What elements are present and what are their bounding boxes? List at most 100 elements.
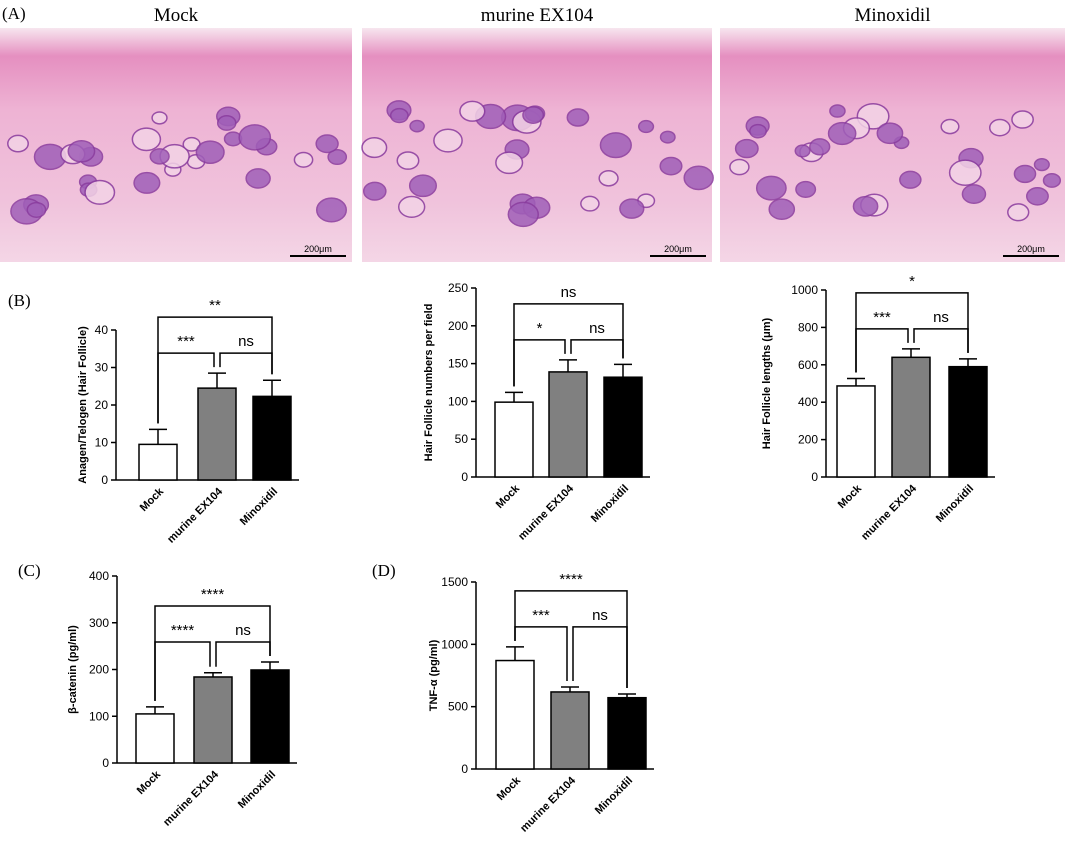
y-tick-label: 10 <box>95 436 109 450</box>
y-axis-label: Hair Follicle numbers per field <box>423 304 435 462</box>
follicle <box>899 170 922 189</box>
significance-label: *** <box>532 607 550 624</box>
x-tick-label: Minoxidil <box>934 483 976 525</box>
y-tick-label: 250 <box>448 281 468 295</box>
y-tick-label: 50 <box>455 432 469 446</box>
follicle <box>26 201 47 218</box>
panel-label: (A) <box>2 4 26 23</box>
follicle <box>361 137 388 159</box>
follicle <box>659 130 676 144</box>
follicle <box>659 156 683 176</box>
follicle <box>507 201 540 228</box>
scale-bar-label: 200μm <box>304 244 332 254</box>
follicle <box>149 148 170 165</box>
significance-bracket <box>572 626 628 688</box>
follicle <box>829 104 846 118</box>
x-tick-label: Minoxidil <box>593 775 635 817</box>
y-tick-label: 30 <box>95 361 109 375</box>
x-tick-label: murine EX104 <box>518 774 579 835</box>
significance-label: ns <box>592 607 608 624</box>
bar <box>138 443 178 481</box>
follicle <box>151 111 168 125</box>
follicle <box>768 198 796 221</box>
scale-bar-label: 200μm <box>664 244 692 254</box>
follicle <box>619 198 645 219</box>
follicle <box>315 134 339 154</box>
follicle <box>362 181 387 201</box>
bar <box>603 376 643 478</box>
y-axis-label: TNF-α (pg/ml) <box>428 639 440 711</box>
bar <box>550 691 590 770</box>
follicle <box>408 174 437 198</box>
bar <box>193 676 233 764</box>
follicle <box>566 108 590 127</box>
y-tick-label: 600 <box>798 358 818 372</box>
significance-bracket <box>855 292 969 373</box>
significance-label: ns <box>933 309 949 326</box>
follicle <box>396 151 420 170</box>
significance-bracket <box>215 641 271 667</box>
follicle <box>495 151 524 175</box>
y-tick-label: 200 <box>89 663 109 677</box>
follicle <box>1011 110 1034 129</box>
follicle <box>637 119 655 134</box>
significance-bracket <box>157 316 273 424</box>
x-tick-label: murine EX104 <box>165 485 226 546</box>
y-tick-label: 0 <box>461 762 468 776</box>
follicle <box>852 195 879 217</box>
panel-label: (B) <box>8 291 31 310</box>
x-tick-label: Minoxidil <box>236 769 278 811</box>
significance-bracket <box>570 339 624 359</box>
x-tick-label: murine EX104 <box>161 768 222 829</box>
x-tick-label: murine EX104 <box>516 482 577 543</box>
follicle <box>7 134 29 153</box>
y-tick-label: 100 <box>448 394 468 408</box>
follicle <box>755 175 787 201</box>
bar <box>252 395 292 481</box>
bar <box>548 371 588 478</box>
significance-label: ns <box>561 284 577 301</box>
y-tick-label: 20 <box>95 398 109 412</box>
x-tick-label: Mock <box>138 485 167 514</box>
image-title: Minoxidil <box>854 5 930 26</box>
y-tick-label: 1000 <box>791 283 818 297</box>
follicle <box>522 106 545 124</box>
follicle <box>729 158 750 176</box>
follicle <box>327 148 348 166</box>
y-tick-label: 0 <box>102 756 109 770</box>
follicle <box>948 159 982 187</box>
x-tick-label: Mock <box>495 774 524 803</box>
follicle <box>1033 157 1050 172</box>
follicle <box>67 140 96 163</box>
y-axis-label: Hair Follicle lengths (μm) <box>761 317 773 449</box>
y-tick-label: 150 <box>448 357 468 371</box>
follicle <box>316 197 347 223</box>
x-tick-label: Mock <box>135 768 164 797</box>
bar <box>836 385 876 478</box>
significance-label: **** <box>201 586 225 603</box>
bar <box>250 669 290 764</box>
follicle <box>409 119 425 133</box>
follicle <box>734 138 759 159</box>
follicle <box>683 165 714 191</box>
image-title: Mock <box>154 5 199 26</box>
follicle <box>195 140 225 165</box>
bar <box>494 401 534 478</box>
follicle <box>580 195 600 212</box>
histology-image <box>362 28 712 262</box>
significance-label: *** <box>177 333 195 350</box>
follicle <box>1013 164 1037 184</box>
y-axis-label: β-catenin (pg/ml) <box>67 625 79 714</box>
follicle <box>216 114 237 131</box>
panel-label: (C) <box>18 561 41 580</box>
y-tick-label: 400 <box>798 395 818 409</box>
significance-label: *** <box>873 309 891 326</box>
significance-label: * <box>909 273 915 290</box>
y-tick-label: 0 <box>811 470 818 484</box>
histology-image <box>720 28 1065 262</box>
y-tick-label: 400 <box>89 569 109 583</box>
y-tick-label: 40 <box>95 323 109 337</box>
follicle <box>827 121 857 146</box>
